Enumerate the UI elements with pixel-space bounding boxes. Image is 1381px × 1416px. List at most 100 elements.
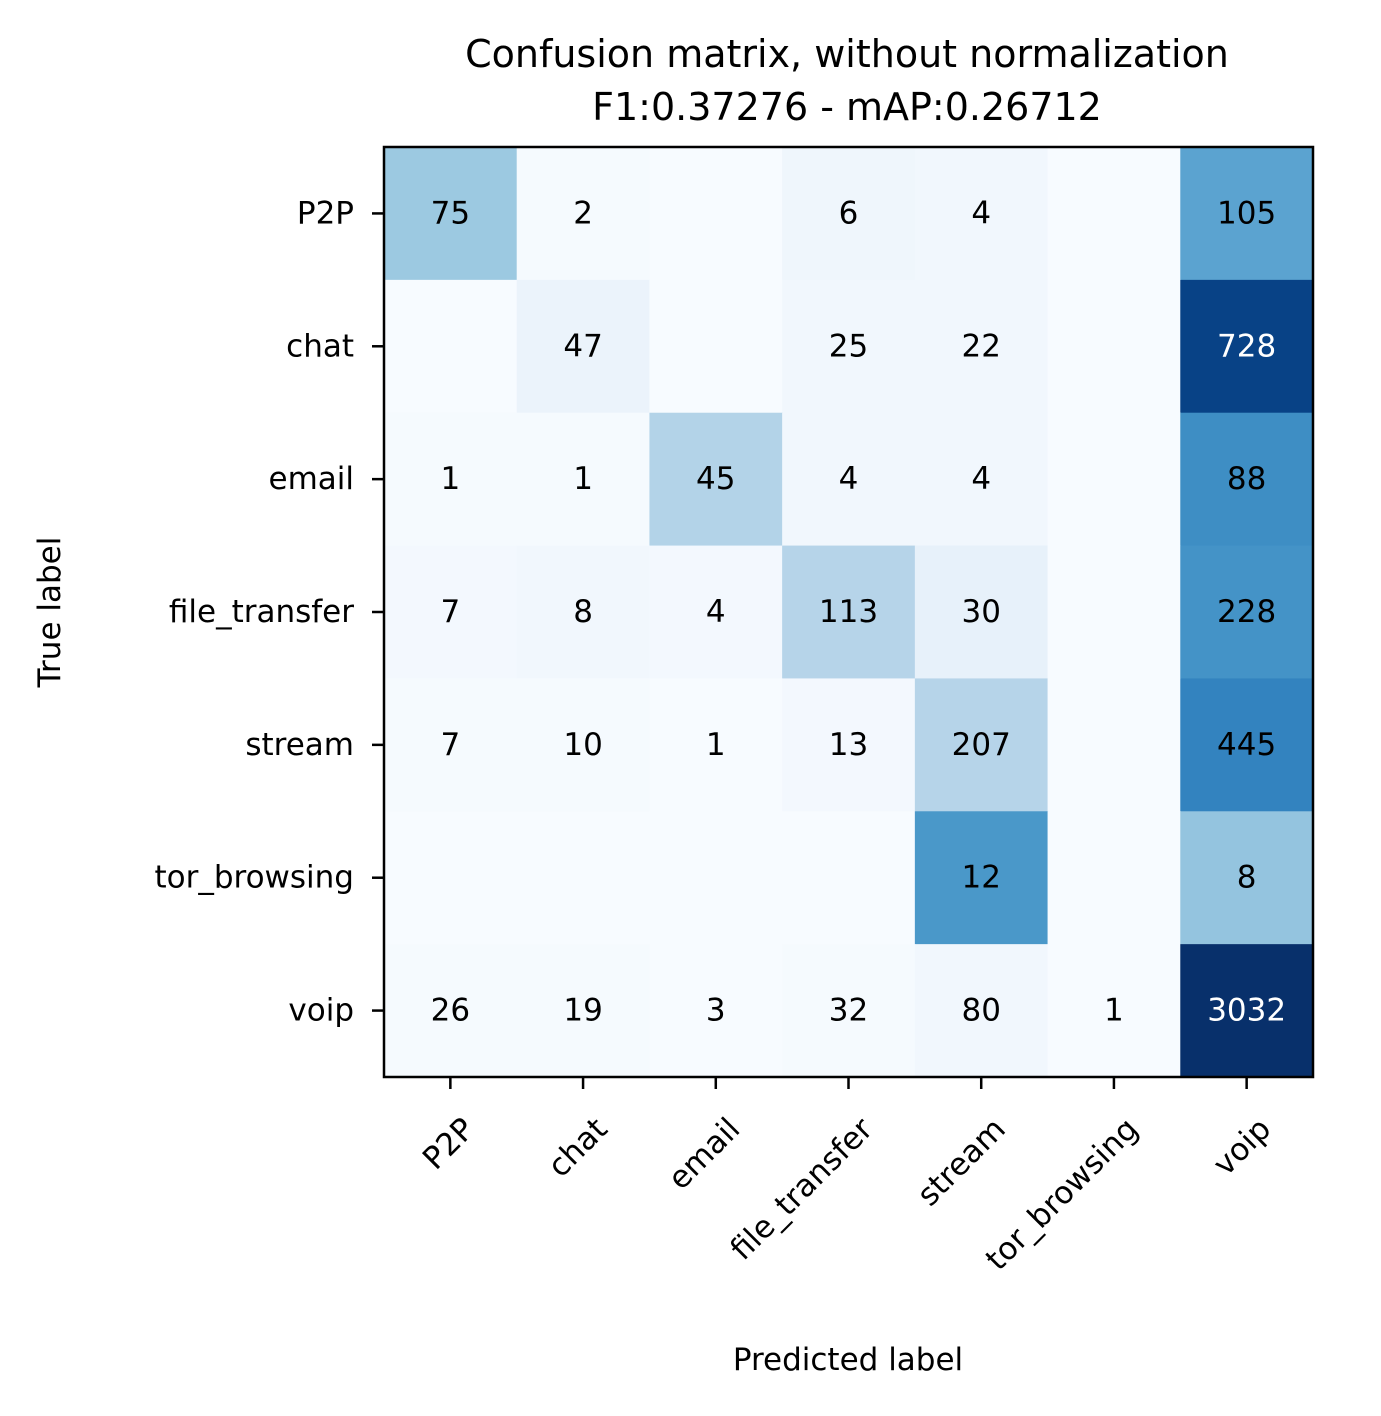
heatmap-cell xyxy=(1180,147,1314,281)
cell-value-label: 75 xyxy=(431,195,470,231)
cell-value-label: 1 xyxy=(706,727,726,763)
heatmap-cell xyxy=(1180,412,1314,547)
cell-value-label: 8 xyxy=(1237,860,1257,896)
heatmap-cell xyxy=(516,944,651,1078)
y-tick-label: voip xyxy=(288,993,354,1029)
heatmap-cell xyxy=(914,147,1049,281)
heatmap-cell xyxy=(1047,412,1181,547)
x-tick-label: file_transfer xyxy=(724,1111,881,1268)
heatmap-cell xyxy=(782,412,916,547)
x-tick-label: stream xyxy=(910,1111,1012,1213)
heatmap-cell xyxy=(384,279,518,414)
heatmap-cell xyxy=(1180,545,1314,680)
heatmap-cell xyxy=(384,678,518,812)
y-tick-label: P2P xyxy=(297,195,354,231)
heatmap-cell xyxy=(914,412,1049,547)
heatmap-cell xyxy=(649,678,783,812)
heatmap-cell xyxy=(516,545,651,680)
heatmap-cell xyxy=(1180,279,1314,414)
y-tick-label: email xyxy=(269,461,355,497)
x-tick-label: email xyxy=(661,1111,747,1197)
heatmap-cell xyxy=(1047,811,1181,945)
y-tick-label: tor_browsing xyxy=(154,860,354,896)
cell-value-label: 6 xyxy=(839,195,859,231)
heatmap-cell xyxy=(782,545,916,680)
cell-value-label: 728 xyxy=(1217,328,1276,364)
cell-value-label: 26 xyxy=(431,993,470,1029)
heatmap-cell xyxy=(782,944,916,1078)
heatmap-cell xyxy=(1047,678,1181,812)
heatmap-cell xyxy=(384,412,518,547)
heatmap-cell xyxy=(649,811,783,945)
heatmap-cell xyxy=(516,678,651,812)
cell-value-label: 3032 xyxy=(1207,993,1286,1029)
heatmap-cell xyxy=(1180,944,1314,1078)
y-tick-label: chat xyxy=(286,328,354,364)
heatmap-cell xyxy=(1180,811,1314,945)
heatmap-cell xyxy=(914,944,1049,1078)
x-tick-label: voip xyxy=(1206,1111,1278,1183)
heatmap-cell xyxy=(516,279,651,414)
heatmap-cell xyxy=(384,147,518,281)
y-tick-label: stream xyxy=(245,727,354,763)
x-tick-label: chat xyxy=(541,1111,614,1184)
cell-value-label: 47 xyxy=(563,328,602,364)
heatmap-cell xyxy=(1047,147,1181,281)
heatmap-cell xyxy=(782,279,916,414)
cell-value-label: 207 xyxy=(952,727,1011,763)
heatmap-cell xyxy=(516,147,651,281)
cell-value-label: 88 xyxy=(1227,461,1266,497)
heatmap-cell xyxy=(782,811,916,945)
cell-value-label: 45 xyxy=(696,461,735,497)
x-axis-label: Predicted label xyxy=(733,1342,963,1378)
heatmap-cell xyxy=(516,811,651,945)
cell-value-label: 1 xyxy=(440,461,460,497)
cell-value-label: 19 xyxy=(563,993,602,1029)
cell-value-label: 22 xyxy=(961,328,1000,364)
heatmap-cell xyxy=(384,545,518,680)
cell-value-label: 7 xyxy=(440,594,460,630)
heatmap-cell xyxy=(649,412,783,547)
heatmap-cell xyxy=(914,811,1049,945)
cell-value-label: 80 xyxy=(961,993,1000,1029)
heatmap-cell xyxy=(914,545,1049,680)
cell-value-label: 4 xyxy=(971,195,991,231)
cell-value-label: 25 xyxy=(829,328,868,364)
cell-value-label: 4 xyxy=(971,461,991,497)
heatmap-cell xyxy=(914,279,1049,414)
cell-value-label: 113 xyxy=(819,594,878,630)
heatmap-cell xyxy=(649,147,783,281)
heatmap-cell xyxy=(649,944,783,1078)
cell-value-label: 1 xyxy=(1104,993,1124,1029)
y-tick-label: file_transfer xyxy=(169,594,354,630)
cell-value-label: 30 xyxy=(961,594,1000,630)
cell-value-label: 1 xyxy=(573,461,593,497)
heatmap-cell xyxy=(1047,944,1181,1078)
cell-value-label: 7 xyxy=(440,727,460,763)
heatmap-cells xyxy=(384,147,1314,1078)
heatmap-cell xyxy=(782,678,916,812)
heatmap-cell xyxy=(384,811,518,945)
heatmap-cell xyxy=(516,412,651,547)
heatmap-cell xyxy=(649,279,783,414)
cell-value-label: 8 xyxy=(573,594,593,630)
cell-value-label: 32 xyxy=(829,993,868,1029)
heatmap-cell xyxy=(1047,279,1181,414)
cell-value-label: 2 xyxy=(573,195,593,231)
heatmap-cell xyxy=(384,944,518,1078)
cell-value-label: 4 xyxy=(706,594,726,630)
heatmap-cell xyxy=(1047,545,1181,680)
heatmap-cell xyxy=(914,678,1049,812)
heatmap-cell xyxy=(1180,678,1314,812)
chart-title: Confusion matrix, without normalization xyxy=(465,32,1229,76)
heatmap-cell xyxy=(782,147,916,281)
cell-value-label: 105 xyxy=(1217,195,1276,231)
heatmap-cell xyxy=(649,545,783,680)
chart-subtitle: F1:0.37276 - mAP:0.26712 xyxy=(592,85,1102,129)
cell-value-label: 3 xyxy=(706,993,726,1029)
